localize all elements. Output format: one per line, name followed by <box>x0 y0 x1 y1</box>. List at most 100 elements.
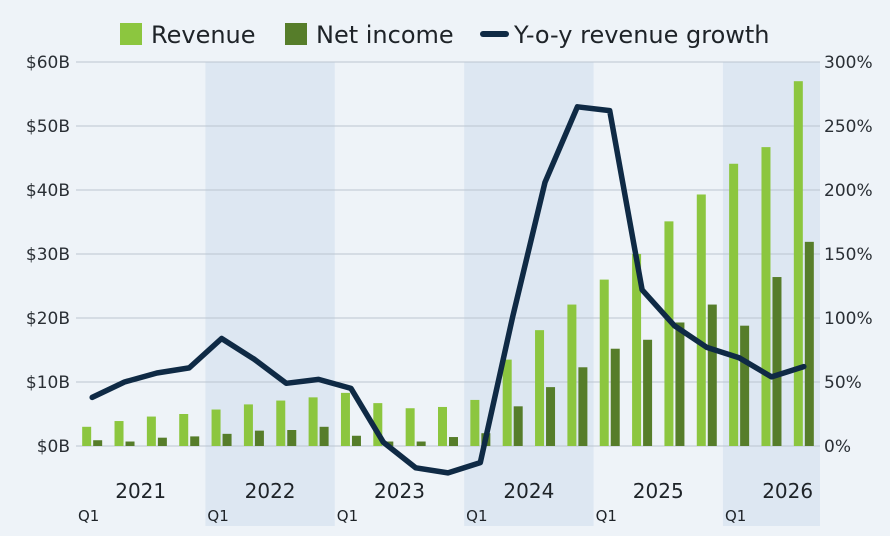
legend-label-revenue: Revenue <box>151 21 256 49</box>
revenue-bar <box>632 254 642 446</box>
growth-point <box>672 324 676 328</box>
quarter-label: Q1 <box>725 507 746 525</box>
year-label-2025: 2025 <box>633 479 684 503</box>
net-income-bar <box>93 440 103 446</box>
legend-label-growth: Y-o-y revenue growth <box>513 21 770 49</box>
growth-point <box>252 357 256 361</box>
revenue-bar <box>405 408 415 446</box>
net-income-bar <box>287 430 297 446</box>
legend-label-net-income: Net income <box>316 21 454 49</box>
net-income-bar <box>578 367 588 446</box>
growth-point <box>90 395 94 399</box>
year-band-2022 <box>205 62 335 526</box>
revenue-bar <box>276 400 286 446</box>
net-income-bar <box>610 348 620 446</box>
growth-point <box>381 440 385 444</box>
growth-point <box>414 466 418 470</box>
year-band-2026 <box>722 62 820 526</box>
growth-point <box>317 377 321 381</box>
growth-point <box>769 375 773 379</box>
net-income-bar <box>740 325 750 446</box>
growth-point <box>123 380 127 384</box>
net-income-bar <box>416 441 426 446</box>
revenue-bar <box>243 404 253 446</box>
left-axis-tick-label: $50B <box>26 117 70 137</box>
right-axis-tick-label: 200% <box>824 181 873 201</box>
revenue-bar <box>793 81 803 446</box>
growth-point <box>220 336 224 340</box>
revenue-bar <box>211 409 221 446</box>
right-axis-tick-label: 150% <box>824 245 873 265</box>
net-income-bar <box>351 435 361 446</box>
right-axis-tick-label: 250% <box>824 117 873 137</box>
growth-point <box>705 345 709 349</box>
right-axis-tick-label: 0% <box>824 437 851 457</box>
year-label-2024: 2024 <box>503 479 554 503</box>
net-income-bar <box>643 339 653 446</box>
left-axis-tick-label: $40B <box>26 181 70 201</box>
legend: Revenue Net income Y-o-y revenue growth <box>120 21 770 49</box>
revenue-bar <box>502 359 512 446</box>
quarter-label: Q1 <box>78 507 99 525</box>
growth-point <box>349 386 353 390</box>
growth-point <box>575 105 579 109</box>
revenue-bar <box>696 194 706 446</box>
right-axis-tick-label: 50% <box>824 373 862 393</box>
gridlines <box>76 61 820 447</box>
revenue-bar <box>761 147 771 446</box>
revenue-bar <box>438 406 447 446</box>
revenue-bar <box>373 403 383 446</box>
quarter-label: Q1 <box>337 507 358 525</box>
left-axis-tick-label: $30B <box>26 245 70 265</box>
net-income-bar <box>190 436 200 446</box>
revenue-bar <box>535 330 545 446</box>
year-label-2022: 2022 <box>245 479 296 503</box>
revenue-bar <box>729 163 739 446</box>
revenue-bar <box>599 279 609 446</box>
revenue-bar <box>146 416 156 446</box>
revenue-bar <box>82 426 92 446</box>
net-income-bar <box>513 406 523 446</box>
year-label-2021: 2021 <box>115 479 166 503</box>
growth-point <box>446 471 450 475</box>
left-axis-tick-label: $20B <box>26 309 70 329</box>
right-axis-tick-label: 100% <box>824 309 873 329</box>
right-axis-tick-label: 300% <box>824 53 873 73</box>
net-income-bar <box>125 441 135 446</box>
net-income-bar <box>222 433 232 446</box>
revenue-bar <box>340 392 350 446</box>
quarter-label: Q1 <box>466 507 487 525</box>
axes: $0B $10B $20B $30B $40B $50B $60B 0% 50% 100% 150%… <box>26 53 873 525</box>
net-income-bar <box>449 437 458 446</box>
quarter-label: Q1 <box>596 507 617 525</box>
growth-point <box>511 315 515 319</box>
growth-point <box>737 356 741 360</box>
net-income-bar <box>675 322 685 446</box>
year-label-2023: 2023 <box>374 479 425 503</box>
growth-point <box>155 371 159 375</box>
growth-point <box>284 381 288 385</box>
legend-swatch-revenue <box>120 23 142 45</box>
revenue-bar <box>179 414 189 446</box>
bars <box>82 81 814 446</box>
year-bands <box>205 62 820 526</box>
revenue-bar <box>114 421 124 446</box>
year-label-2026: 2026 <box>762 479 813 503</box>
revenue-bar <box>567 304 577 446</box>
quarter-label: Q1 <box>207 507 228 525</box>
net-income-bar <box>254 430 264 446</box>
revenue-bar <box>308 397 318 446</box>
net-income-bar <box>707 304 717 446</box>
net-income-bar <box>157 437 167 446</box>
net-income-bar <box>319 426 329 446</box>
left-axis-tick-label: $60B <box>26 53 70 73</box>
growth-point <box>478 461 482 465</box>
growth-point <box>640 288 644 292</box>
growth-line-layer <box>89 104 807 476</box>
legend-swatch-net-income <box>285 23 307 45</box>
revenue-bar <box>664 221 674 446</box>
left-axis-tick-label: $10B <box>26 373 70 393</box>
growth-point <box>802 365 806 369</box>
